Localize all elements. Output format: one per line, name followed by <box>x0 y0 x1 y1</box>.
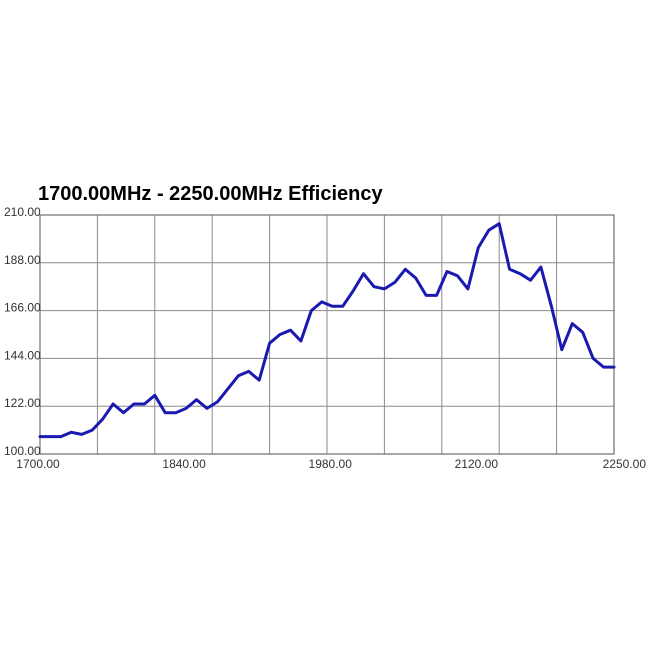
y-axis-ticks: 100.00 122.00 144.00 166.00 188.00 210.00 <box>4 205 41 458</box>
grid <box>40 215 614 454</box>
y-tick-label: 166.00 <box>4 301 41 315</box>
plot-frame <box>39 214 615 455</box>
y-tick-label: 100.00 <box>4 444 41 458</box>
x-tick-label: 1840.00 <box>162 457 206 471</box>
y-tick-label: 122.00 <box>4 396 41 410</box>
x-tick-label: 1700.00 <box>16 457 60 471</box>
y-tick-label: 210.00 <box>4 205 41 219</box>
y-tick-label: 144.00 <box>4 348 41 362</box>
series <box>38 222 616 439</box>
efficiency-series-line <box>38 222 616 439</box>
chart-title: 1700.00MHz - 2250.00MHz Efficiency <box>38 183 383 205</box>
x-tick-label: 1980.00 <box>309 457 353 471</box>
x-tick-label: 2120.00 <box>455 457 499 471</box>
x-axis-ticks: 1700.00 1840.00 1980.00 2120.00 2250.00 <box>16 457 646 471</box>
y-tick-label: 188.00 <box>4 253 41 267</box>
x-tick-label: 2250.00 <box>603 457 647 471</box>
